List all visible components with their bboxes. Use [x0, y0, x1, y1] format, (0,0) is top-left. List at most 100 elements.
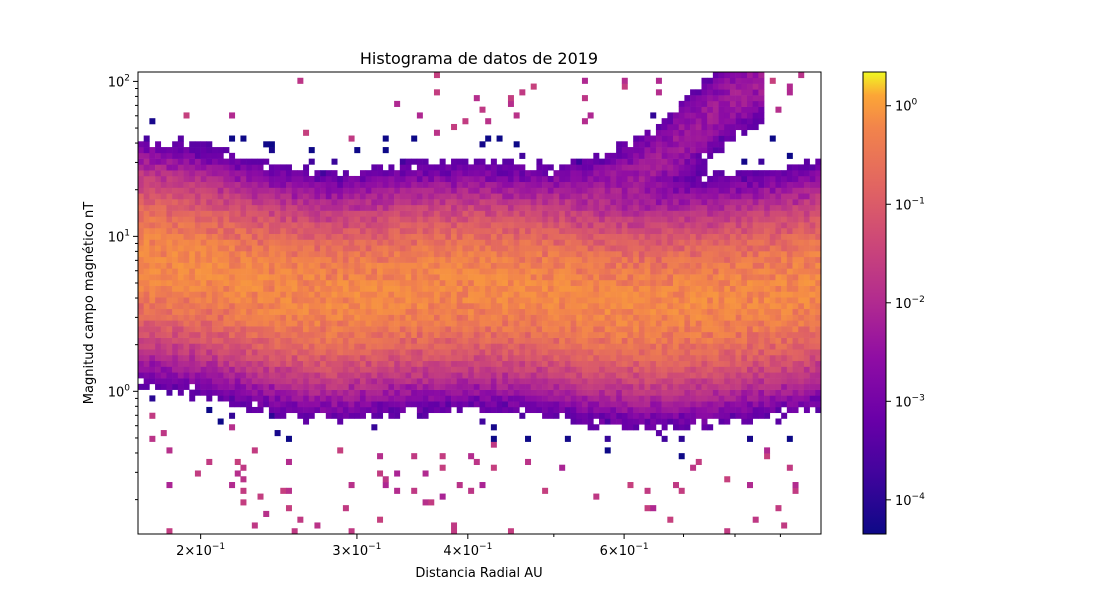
heatmap-cell	[621, 77, 628, 84]
heatmap-cell	[616, 297, 623, 304]
heatmap-cell	[707, 343, 714, 350]
heatmap-cell	[411, 256, 418, 263]
heatmap-cell	[718, 199, 725, 206]
heatmap-cell	[411, 233, 418, 240]
heatmap-cell	[502, 331, 509, 338]
heatmap-cell	[678, 406, 685, 414]
heatmap-cell	[234, 395, 241, 402]
heatmap-cell	[331, 210, 338, 217]
heatmap-cell	[172, 326, 179, 333]
heatmap-cell	[707, 141, 714, 148]
heatmap-cell	[673, 395, 680, 402]
heatmap-cell	[166, 193, 173, 200]
heatmap-cell	[673, 274, 680, 281]
heatmap-cell	[479, 279, 486, 286]
heatmap-cell	[348, 175, 355, 183]
heatmap-cell	[479, 401, 486, 408]
heatmap-cell	[331, 360, 338, 367]
heatmap-cell	[445, 378, 452, 385]
heatmap-cell	[735, 193, 742, 200]
heatmap-cell	[211, 291, 218, 298]
heatmap-cell	[638, 366, 645, 373]
heatmap-cell	[263, 297, 270, 304]
heatmap-cell	[678, 175, 685, 183]
heatmap-cell	[371, 164, 378, 171]
heatmap-cell	[246, 360, 253, 367]
heatmap-cell	[371, 395, 378, 402]
heatmap-cell	[246, 170, 253, 177]
heatmap-cell	[411, 274, 418, 281]
heatmap-cell	[661, 354, 668, 362]
heatmap-cell	[439, 395, 446, 402]
heatmap-cell	[570, 308, 577, 315]
heatmap-cell	[433, 389, 440, 396]
heatmap-cell	[280, 216, 287, 223]
heatmap-cell	[399, 395, 406, 402]
heatmap-cell	[365, 262, 372, 269]
heatmap-cell	[502, 158, 509, 165]
heatmap-cell	[599, 216, 606, 223]
heatmap-cell	[496, 216, 503, 223]
heatmap-cell	[581, 274, 588, 281]
heatmap-cell	[263, 251, 270, 258]
heatmap-cell	[525, 406, 532, 414]
heatmap-cell	[394, 349, 401, 356]
heatmap-cell	[496, 383, 503, 390]
heatmap-cell	[576, 227, 583, 234]
heatmap-cell	[365, 383, 372, 390]
heatmap-cell	[490, 193, 497, 200]
heatmap-cell	[377, 406, 384, 414]
heatmap-cell	[490, 435, 497, 442]
heatmap-cell	[257, 274, 264, 281]
heatmap-cell	[513, 401, 520, 408]
heatmap-cell	[189, 251, 196, 258]
heatmap-cell	[291, 406, 298, 414]
heatmap-cell	[320, 233, 327, 240]
heatmap-cell	[348, 216, 355, 223]
heatmap-cell	[621, 239, 628, 246]
heatmap-cell	[246, 279, 253, 286]
heatmap-cell	[690, 199, 697, 206]
heatmap-cell	[490, 222, 497, 229]
heatmap-cell	[707, 233, 714, 240]
heatmap-cell	[268, 303, 275, 310]
heatmap-cell	[712, 181, 719, 188]
heatmap-cell	[616, 378, 623, 385]
heatmap-cell	[166, 482, 173, 489]
heatmap-cell	[564, 256, 571, 263]
heatmap-cell	[388, 199, 395, 206]
heatmap-cell	[673, 314, 680, 321]
heatmap-cell	[445, 308, 452, 315]
heatmap-cell	[189, 268, 196, 275]
heatmap-cell	[547, 401, 554, 408]
heatmap-cell	[166, 251, 173, 258]
heatmap-cell	[741, 406, 748, 414]
heatmap-cell	[445, 274, 452, 281]
heatmap-cell	[473, 210, 480, 217]
heatmap-cell	[320, 343, 327, 350]
heatmap-cell	[359, 285, 366, 292]
heatmap-cell	[342, 262, 349, 269]
heatmap-cell	[246, 193, 253, 200]
heatmap-cell	[673, 389, 680, 396]
heatmap-cell	[627, 326, 634, 333]
heatmap-cell	[496, 227, 503, 234]
heatmap-cell	[303, 308, 310, 315]
heatmap-cell	[661, 129, 668, 136]
heatmap-cell	[240, 170, 247, 177]
heatmap-cell	[547, 320, 554, 327]
heatmap-cell	[485, 285, 492, 292]
heatmap-cell	[695, 458, 702, 466]
heatmap-cell	[200, 360, 207, 367]
heatmap-cell	[655, 366, 662, 373]
heatmap-cell	[138, 204, 144, 211]
heatmap-cell	[354, 401, 361, 408]
heatmap-cell	[382, 268, 389, 275]
heatmap-cell	[570, 222, 577, 229]
heatmap-cell	[610, 303, 617, 310]
heatmap-cell	[297, 412, 304, 419]
heatmap-cell	[536, 187, 543, 194]
heatmap-cell	[451, 274, 458, 281]
heatmap-cell	[462, 354, 469, 362]
heatmap-cell	[667, 372, 674, 379]
